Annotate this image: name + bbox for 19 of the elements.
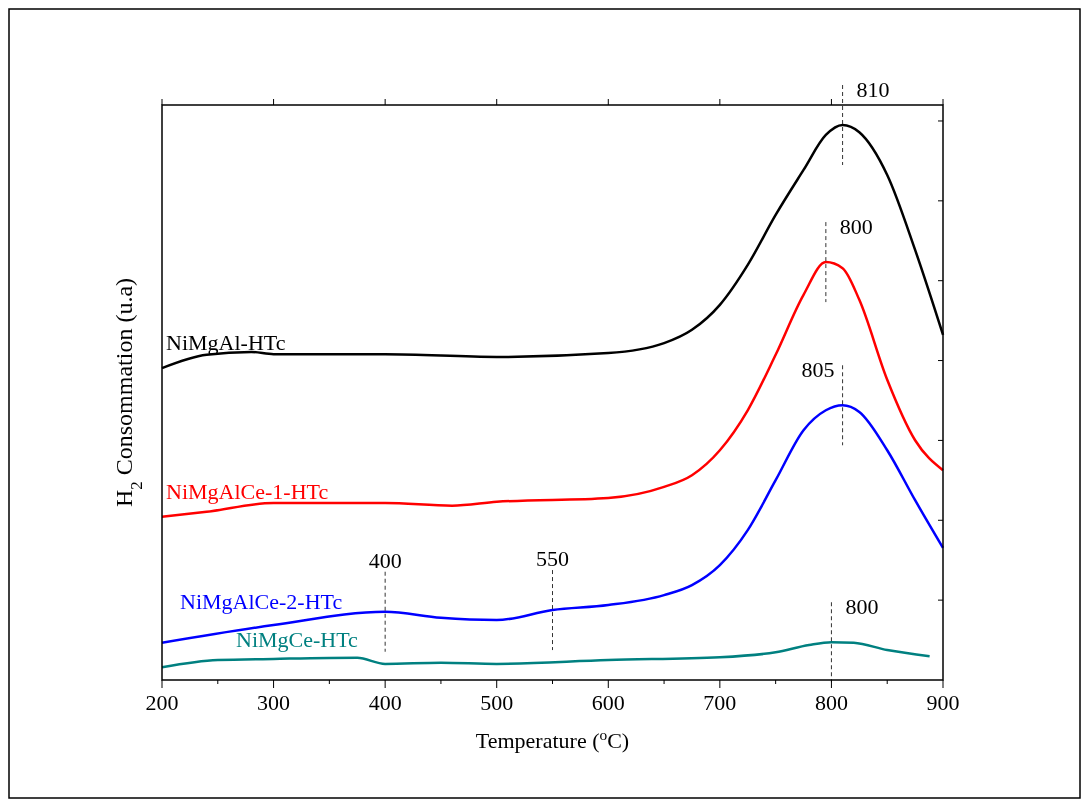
x-axis-title: Temperature ($^{o}$C) [475, 725, 630, 753]
x-tick-label: 700 [703, 690, 737, 715]
annotation: 810 [856, 77, 890, 102]
x-tick-label: 300 [257, 690, 291, 715]
annotation: 400 [368, 547, 402, 573]
x-tick-label: 900 [926, 690, 960, 715]
series-label: NiMgAlCe-1-HTc [166, 478, 329, 504]
annotation: 800 [845, 594, 879, 620]
series-label: NiMgCe-HTc [236, 627, 359, 653]
x-tick-label: 800 [814, 690, 848, 715]
annotation: 805 [801, 357, 835, 383]
annotation: 550 [536, 546, 569, 572]
x-tick-label: 600 [591, 690, 625, 715]
series-label: NiMgAlCe-2-HTc [180, 588, 343, 614]
x-tick-label: 200 [145, 690, 179, 715]
annotation: 800 [839, 214, 873, 240]
x-tick-label: 400 [368, 690, 402, 715]
x-tick-label: 500 [480, 690, 514, 715]
series-label: NiMgAl-HTc [166, 330, 286, 356]
